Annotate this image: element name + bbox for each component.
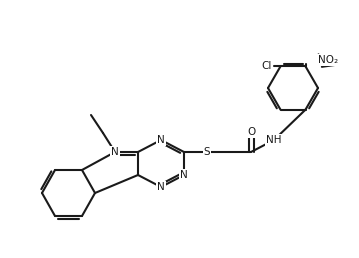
Text: Cl: Cl	[261, 61, 272, 71]
Text: S: S	[204, 147, 210, 157]
Text: N: N	[157, 182, 165, 192]
Text: O: O	[247, 127, 255, 137]
Text: N: N	[157, 135, 165, 145]
Text: NO₂: NO₂	[318, 55, 339, 65]
Text: N: N	[111, 147, 119, 157]
Text: NH: NH	[266, 135, 282, 145]
Text: N: N	[180, 170, 188, 180]
